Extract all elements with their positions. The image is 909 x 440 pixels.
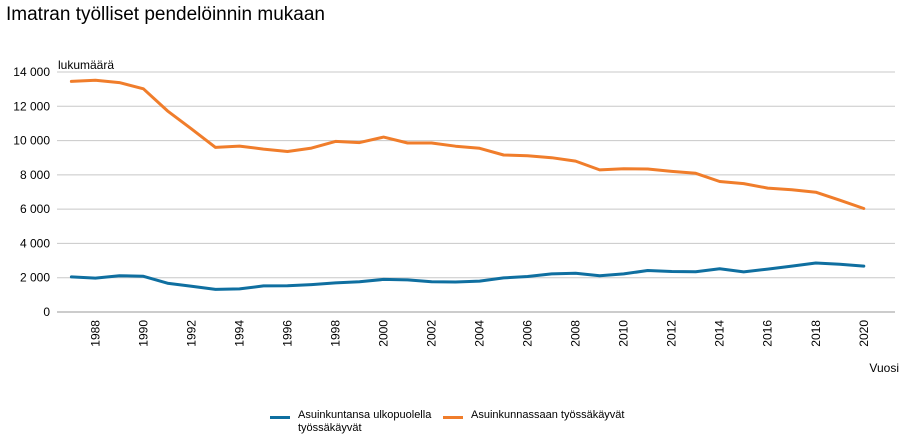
x-tick-label: 2020 <box>857 320 871 347</box>
grid-lines <box>57 71 895 313</box>
series-lines <box>69 78 866 291</box>
legend-label-home: Asuinkunnassaan työssäkäyvät <box>471 409 625 421</box>
x-tick-label: 2012 <box>665 320 679 347</box>
y-tick-label: 6 000 <box>20 202 50 216</box>
legend-swatch-outside <box>270 416 290 419</box>
x-tick-label: 2010 <box>617 320 631 347</box>
y-axis-label: lukumäärä <box>58 58 115 72</box>
x-tick-label: 2002 <box>425 320 439 347</box>
y-tick-label: 10 000 <box>13 134 50 148</box>
x-tick-label: 1990 <box>136 320 150 347</box>
x-tick-label: 2016 <box>761 320 775 347</box>
y-tick-labels: 0 2 000 4 000 6 000 8 000 10 000 12 000 14 000 <box>13 65 50 319</box>
chart-title: Imatran työlliset pendelöinnin mukaan <box>6 4 325 25</box>
series-line-home <box>69 78 866 210</box>
x-tick-labels: 1988 1990 1992 1994 1996 1998 2000 2002 2004 2006… <box>88 320 870 347</box>
x-tick-label: 2000 <box>377 320 391 347</box>
x-tick-label: 1988 <box>88 320 102 347</box>
x-axis-label: Vuosi <box>869 361 899 375</box>
y-tick-label: 12 000 <box>13 99 50 113</box>
legend-swatch-home <box>443 416 463 419</box>
series-line-outside <box>69 261 866 291</box>
x-tick-label: 1998 <box>329 320 343 347</box>
y-tick-label: 14 000 <box>13 65 50 79</box>
legend-label-outside: Asuinkuntansa ulkopuolella työssäkäyvät <box>298 409 432 434</box>
x-tick-label: 1992 <box>184 320 198 347</box>
y-tick-label: 4 000 <box>20 236 50 250</box>
y-tick-label: 0 <box>43 305 50 319</box>
x-tick-label: 2018 <box>809 320 823 347</box>
y-tick-label: 8 000 <box>20 168 50 182</box>
x-tick-label: 2008 <box>569 320 583 347</box>
x-tick-label: 2006 <box>521 320 535 347</box>
x-tick-label: 1994 <box>232 320 246 347</box>
x-tick-label: 2014 <box>713 320 727 347</box>
y-tick-label: 2 000 <box>20 271 50 285</box>
x-tick-label: 2004 <box>473 320 487 347</box>
x-tick-label: 1996 <box>281 320 295 347</box>
